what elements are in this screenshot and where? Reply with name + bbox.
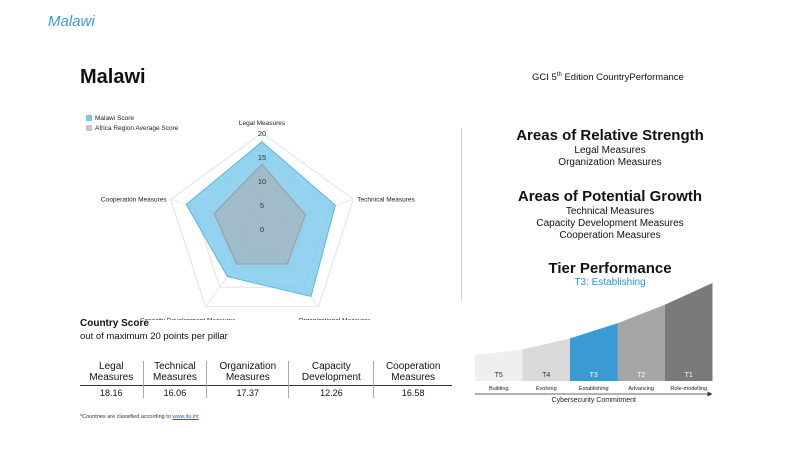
edition-prefix: GCI 5 [532, 72, 557, 84]
score-col-cooperation: Cooperation Measures [373, 361, 452, 386]
score-col-technical: Technical Measures [142, 361, 207, 386]
tier-axis-label: Cybersecurity Commitment [552, 397, 636, 404]
tier-axis-arrow [707, 391, 713, 397]
radar-axis-label: Cooperation Measures [101, 196, 168, 203]
tier-code-label: T3 [590, 372, 598, 379]
footnote-link[interactable]: www.itu.int [172, 414, 199, 420]
tier-bar-t1 [665, 283, 713, 381]
score-table-header: Legal Measures Technical Measures Organiza… [80, 361, 452, 386]
strength-item: Legal Measures [574, 145, 646, 156]
legend-swatch-region [86, 125, 92, 132]
legend-swatch-malawi [86, 115, 92, 122]
col-label-l1: Legal [99, 361, 124, 372]
tier-code-label: T5 [495, 372, 503, 379]
tier-bar-t3 [570, 323, 618, 381]
score-value-legal: 18.16 [80, 385, 144, 398]
growth-item: Cooperation Measures [559, 230, 661, 241]
legend-label-region: Africa Region Average Score [95, 125, 179, 132]
tier-name-label: Evolving [536, 386, 557, 392]
radar-axis-label: Capacity Development Measures [140, 318, 236, 320]
chart-legend: Malawi Score Africa Region Average Score [86, 114, 178, 134]
tier-chart: T5 Building T4 Evolving T3 Establishing T2 Adva… [475, 283, 713, 404]
radar-axis-label: Technical Measures [357, 196, 415, 203]
radar-axis-labels: Legal Measures Technical Measures Organiza… [101, 120, 416, 320]
col-label-l1: Cooperation [385, 361, 441, 372]
page-title: Malawi [80, 66, 146, 88]
growth-title: Areas of Potential Growth [517, 188, 703, 205]
score-table: Legal Measures Technical Measures Organiza… [80, 361, 452, 398]
tier-bar-t2 [617, 304, 665, 381]
edition-label: GCI 5th Edition CountryPerformance [532, 72, 684, 83]
legend-item-malawi: Malawi Score [86, 114, 178, 124]
radar-tick-label: 0 [260, 225, 264, 234]
radar-grid-ring [170, 132, 354, 308]
score-value-organization: 17.37 [206, 385, 289, 398]
tier-bar-t5 [475, 349, 523, 381]
growth-item: Capacity Development Measures [536, 218, 684, 229]
tier-name-label: Establishing [579, 386, 609, 392]
tier-name-label: Advancing [628, 386, 654, 392]
score-table-values: 18.16 16.06 17.37 12.26 16.58 [80, 385, 452, 398]
radar-tick-label: 10 [258, 177, 266, 186]
strength-title: Areas of Relative Strength [516, 127, 704, 144]
col-label-l2: Measures [225, 372, 270, 383]
tier-code-label: T2 [637, 372, 645, 379]
country-score-title: Country Score [80, 318, 149, 329]
footnote: *Countries are classified according to w… [80, 414, 199, 420]
tier-value: T3: Establishing [574, 277, 646, 288]
country-score-subtitle: out of maximum 20 points per pillar [80, 331, 228, 342]
col-label-l1: Organization [219, 361, 277, 372]
tier-code-label: T4 [542, 372, 550, 379]
radar-series-region [213, 163, 306, 265]
score-col-capacity: Capacity Development [288, 361, 374, 386]
tier-code-label: T1 [685, 372, 693, 379]
legend-item-region: Africa Region Average Score [86, 124, 178, 134]
radar-axis-label: Legal Measures [239, 120, 286, 127]
col-label-l1: Technical [154, 361, 196, 372]
score-value-technical: 16.06 [142, 385, 207, 398]
edition-suffix: Edition CountryPerformance [561, 72, 684, 84]
radar-tick-label: 20 [258, 129, 266, 138]
radar-chart: 0 5 10 15 20 Legal Measures Technical Measure… [101, 120, 416, 320]
legend-label-malawi: Malawi Score [95, 115, 135, 122]
score-value-cooperation: 16.58 [373, 385, 452, 398]
score-col-organization: Organization Measures [206, 361, 289, 386]
col-label-l1: Capacity [311, 361, 351, 372]
radar-tick-label: 15 [258, 153, 266, 162]
score-col-legal: Legal Measures [80, 361, 143, 386]
tier-bars-group: T5 Building T4 Evolving T3 Establishing T2 Adva… [475, 283, 713, 404]
tier-bar-t4 [522, 338, 570, 381]
tier-name-label: Role-modelling [670, 386, 707, 392]
growth-item: Technical Measures [565, 206, 655, 217]
strength-item: Organization Measures [558, 157, 662, 168]
breadcrumb-country: Malawi [48, 13, 95, 30]
radar-axis-label: Organizational Measures [298, 318, 371, 320]
section-divider [461, 128, 462, 300]
radar-tick-labels: 0 5 10 15 20 [258, 129, 266, 234]
score-value-capacity: 12.26 [288, 385, 374, 398]
radar-series-group [185, 141, 336, 298]
col-label-l2: Measures [152, 372, 197, 383]
footnote-text: *Countries are classified according to [80, 414, 173, 420]
radar-tick-label: 5 [260, 201, 264, 210]
col-label-l2: Measures [391, 372, 436, 383]
tier-name-label: Building [489, 386, 509, 392]
col-label-l2: Measures [89, 372, 134, 383]
tier-title: Tier Performance [548, 260, 672, 277]
edition-sup: th [556, 72, 562, 78]
col-label-l2: Development [301, 372, 361, 383]
